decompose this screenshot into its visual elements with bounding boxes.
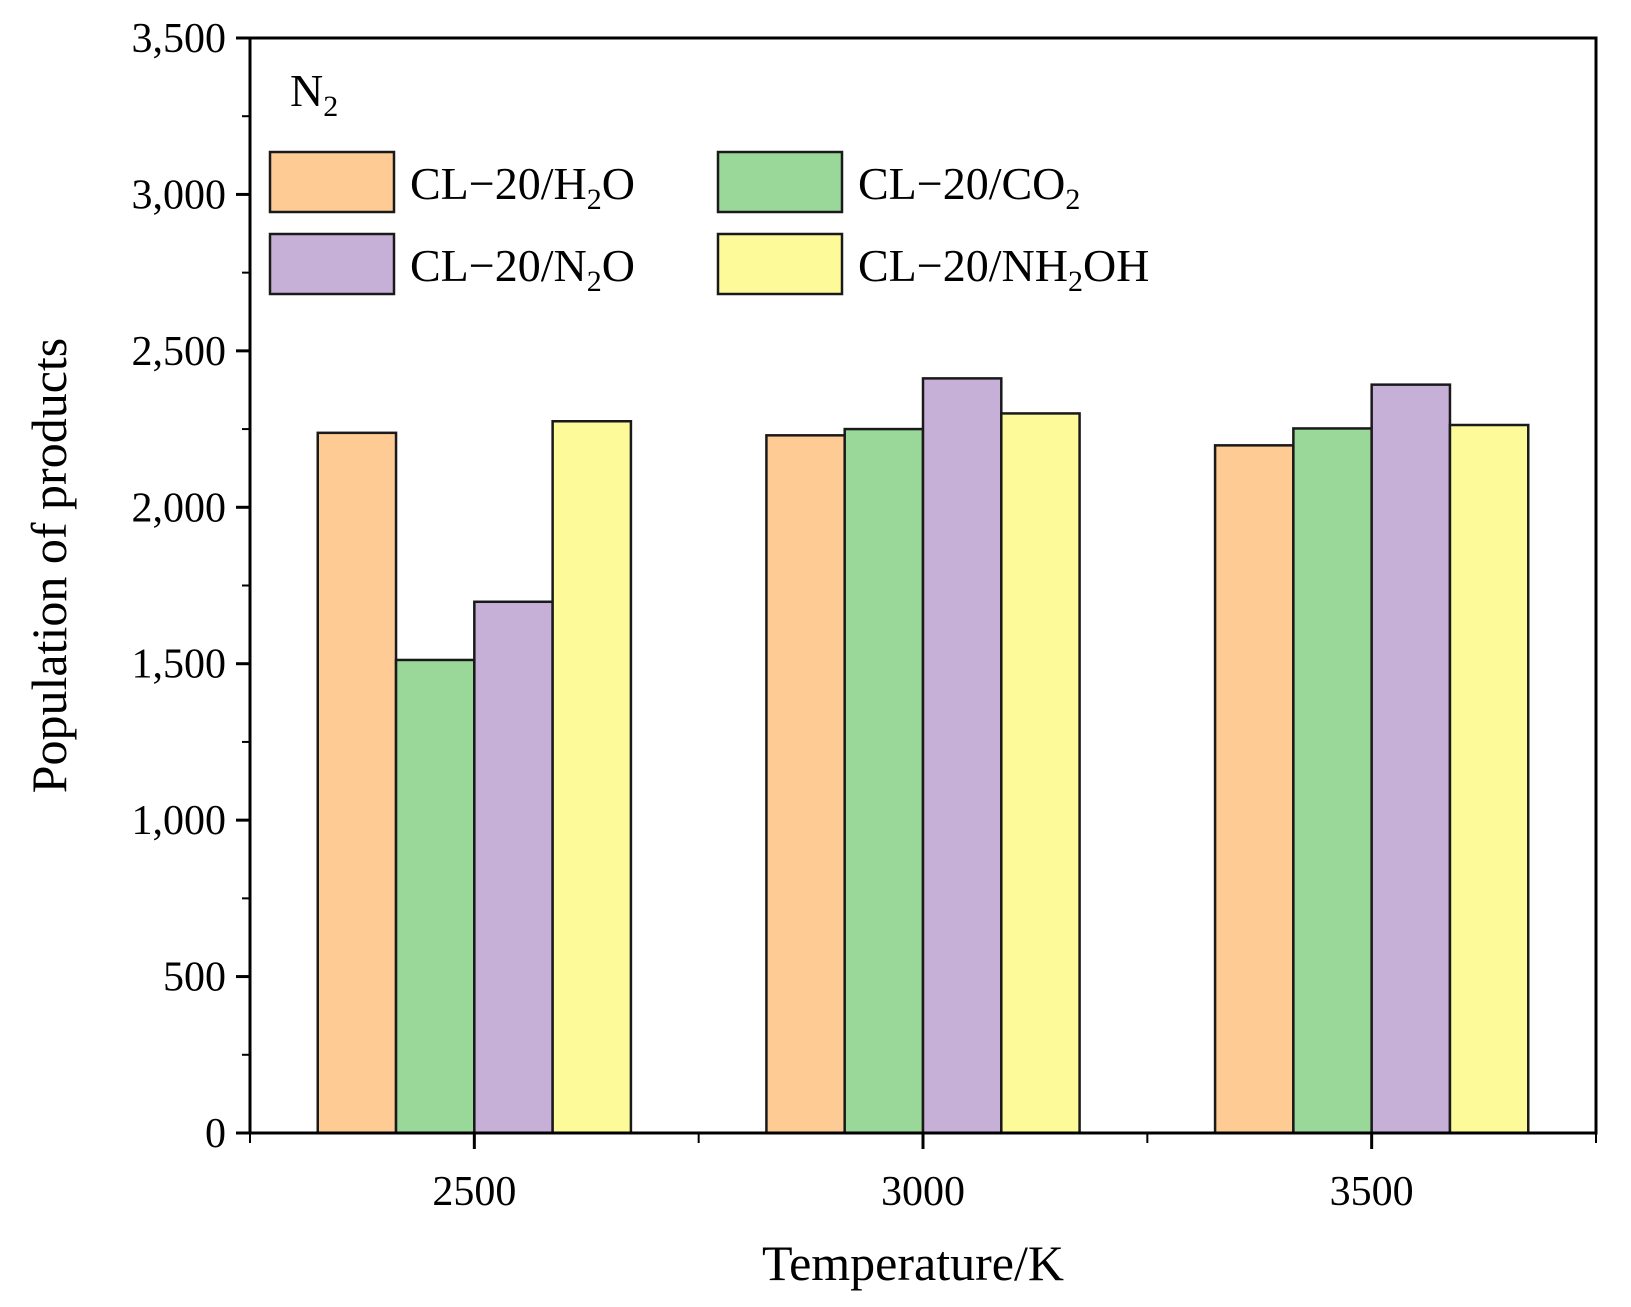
y-tick-label: 1,000 xyxy=(132,798,227,844)
legend-label: CL−20/NH2OH xyxy=(858,240,1149,298)
bar xyxy=(921,377,1003,1135)
y-tick-label: 2,000 xyxy=(132,485,227,531)
y-tick-label: 2,500 xyxy=(132,329,227,375)
x-tick-label: 3000 xyxy=(881,1169,965,1215)
x-axis-title: Temperature/K xyxy=(762,1235,1064,1291)
y-tick-label: 1,500 xyxy=(132,642,227,688)
legend-label: CL−20/CO2 xyxy=(858,158,1080,216)
bar xyxy=(473,600,554,1135)
panel-label: N2 xyxy=(290,65,338,123)
bar xyxy=(394,658,476,1135)
y-axis-title: Population of products xyxy=(21,338,77,794)
legend-swatch xyxy=(268,232,396,296)
y-tick-label: 500 xyxy=(163,955,226,1001)
bar xyxy=(1000,412,1081,1135)
legend-label: CL−20/H2O xyxy=(410,158,635,216)
bar xyxy=(1292,427,1373,1135)
legend-swatch xyxy=(716,232,844,296)
bar xyxy=(765,434,846,1135)
bar xyxy=(316,431,398,1135)
x-tick-label: 3500 xyxy=(1330,1169,1414,1215)
bar xyxy=(1448,423,1530,1135)
bar xyxy=(551,420,633,1135)
x-axis: 2500 3000 3500 xyxy=(249,1133,1597,1215)
legend-swatch xyxy=(268,150,396,214)
y-tick-label: 0 xyxy=(205,1111,226,1157)
bar xyxy=(843,427,925,1135)
bar xyxy=(1213,444,1295,1135)
legend-swatch xyxy=(716,150,844,214)
y-axis: 0 500 1,000 1,500 2,000 2,500 3,000 3,500 xyxy=(132,16,250,1157)
y-tick-label: 3,000 xyxy=(132,172,227,218)
bar xyxy=(1370,383,1452,1135)
bars-group xyxy=(316,377,1530,1135)
x-tick-label: 2500 xyxy=(432,1169,516,1215)
panel-label-sub: 2 xyxy=(323,90,338,123)
legend-label: CL−20/N2O xyxy=(410,240,635,298)
legend: CL−20/H2O CL−20/CO2 CL−20/N2O CL−20/NH2OH xyxy=(268,150,1149,298)
panel-label-main: N xyxy=(290,65,323,116)
y-tick-label: 3,500 xyxy=(132,16,227,62)
